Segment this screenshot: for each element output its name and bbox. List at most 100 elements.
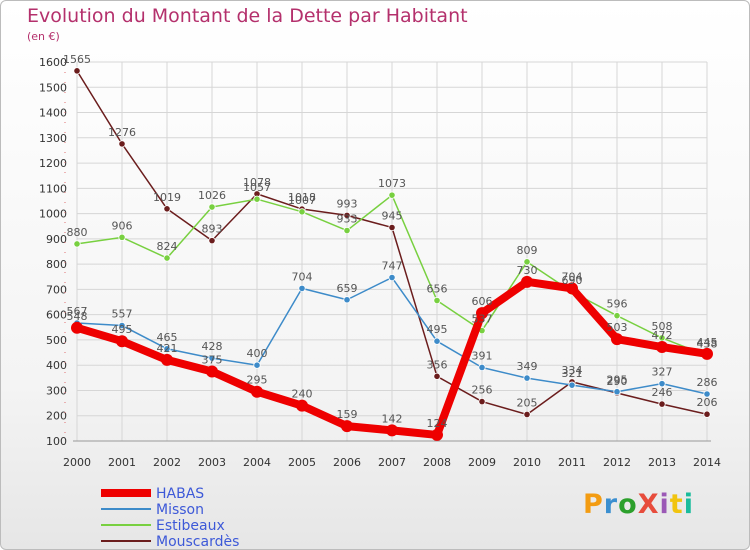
data-label: 286 [697, 376, 718, 389]
data-point [523, 374, 531, 382]
grid-lines [76, 61, 708, 442]
data-label: 880 [67, 226, 88, 239]
y-tick-label: 1000 [39, 208, 67, 221]
y-tick-label: 200 [46, 410, 67, 423]
data-label: 1057 [243, 181, 271, 194]
data-point [73, 240, 81, 248]
x-tick-label: 2007 [378, 456, 406, 469]
x-tick-label: 2006 [333, 456, 361, 469]
y-tick-label: 1300 [39, 132, 67, 145]
x-tick-label: 2000 [63, 456, 91, 469]
x-tick-label: 2001 [108, 456, 136, 469]
x-tick-label: 2012 [603, 456, 631, 469]
x-tick-label: 2010 [513, 456, 541, 469]
data-label: 906 [112, 219, 133, 232]
data-label: 537 [472, 313, 493, 326]
data-label: 704 [292, 270, 313, 283]
data-label: 295 [607, 374, 628, 387]
data-label: 375 [202, 354, 223, 367]
data-label: 1018 [288, 191, 316, 204]
data-label: 206 [697, 396, 718, 409]
data-point [431, 428, 443, 441]
y-tick-label: 1400 [39, 107, 67, 120]
data-label: 704 [562, 270, 583, 283]
legend-label: Misson [156, 502, 204, 518]
logo-letter: X [637, 489, 660, 520]
data-point [161, 353, 173, 366]
series-lines [71, 67, 713, 441]
data-point [343, 211, 351, 219]
data-point [208, 203, 216, 211]
x-tick-label: 2005 [288, 456, 316, 469]
data-label: 159 [337, 408, 358, 421]
data-point [118, 321, 126, 330]
data-label: 503 [607, 321, 628, 334]
data-label: 606 [472, 295, 493, 308]
data-label: 824 [157, 240, 178, 253]
x-tick-label: 2011 [558, 456, 586, 469]
data-label: 428 [202, 340, 223, 353]
legend-label: Mouscardès [156, 534, 239, 549]
data-label: 445 [697, 336, 718, 349]
y-tick-label: 1100 [39, 182, 67, 195]
data-point [701, 347, 713, 360]
y-tick-label: 600 [46, 309, 67, 322]
data-point [658, 380, 666, 388]
logo-letter: i [659, 489, 670, 520]
data-point [703, 390, 711, 398]
data-label: 240 [292, 388, 313, 401]
data-point [298, 284, 306, 292]
data-label: 656 [427, 283, 448, 296]
data-point [253, 195, 261, 203]
data-label: 1565 [63, 53, 91, 66]
data-label: 495 [427, 323, 448, 336]
data-point [386, 424, 398, 437]
y-tick-label: 100 [46, 435, 67, 448]
data-label: 1073 [378, 177, 406, 190]
data-label: 747 [382, 260, 403, 273]
data-label: 508 [652, 320, 673, 333]
y-tick-label: 300 [46, 384, 67, 397]
data-label: 933 [337, 213, 358, 226]
data-label: 400 [247, 347, 268, 360]
x-tick-label: 2014 [693, 456, 721, 469]
legend-label: HABAS [156, 486, 204, 502]
data-labels: 1565 1276 1019 893 1078 1018 993 945 356 256 205 33… [63, 53, 718, 430]
x-tick-label: 2009 [468, 456, 496, 469]
data-point [478, 397, 486, 406]
data-label: 809 [517, 244, 538, 257]
data-point [163, 205, 171, 213]
logo-letter: o [618, 489, 638, 520]
y-tick-label: 900 [46, 233, 67, 246]
data-point [523, 410, 531, 419]
chart-title: Evolution du Montant de la Dette par Hab… [27, 5, 468, 27]
data-label: 993 [337, 197, 358, 210]
data-point [341, 420, 353, 433]
data-point [251, 385, 263, 398]
logo-letter: P [583, 489, 604, 520]
data-label: 124 [427, 417, 448, 430]
data-point [208, 354, 216, 362]
data-point [611, 333, 623, 346]
data-label: 893 [202, 223, 223, 236]
data-label: 334 [562, 364, 583, 377]
data-point [568, 381, 576, 389]
data-point [253, 361, 261, 369]
logo-letter: t [669, 489, 684, 520]
data-label: 391 [472, 349, 493, 362]
y-tick-label: 700 [46, 283, 67, 296]
data-point [343, 226, 351, 235]
x-tick-label: 2003 [198, 456, 226, 469]
data-label: 557 [112, 308, 133, 321]
data-label: 421 [157, 342, 178, 355]
data-label: 1026 [198, 189, 226, 202]
data-label: 321 [562, 367, 583, 380]
data-label: 596 [607, 298, 628, 311]
data-label: 1276 [108, 126, 136, 139]
y-tick-label: 800 [46, 258, 67, 271]
data-point [613, 388, 621, 396]
x-tick-label: 2008 [423, 456, 451, 469]
data-point [118, 233, 126, 241]
y-tick-label: 1600 [39, 56, 67, 69]
